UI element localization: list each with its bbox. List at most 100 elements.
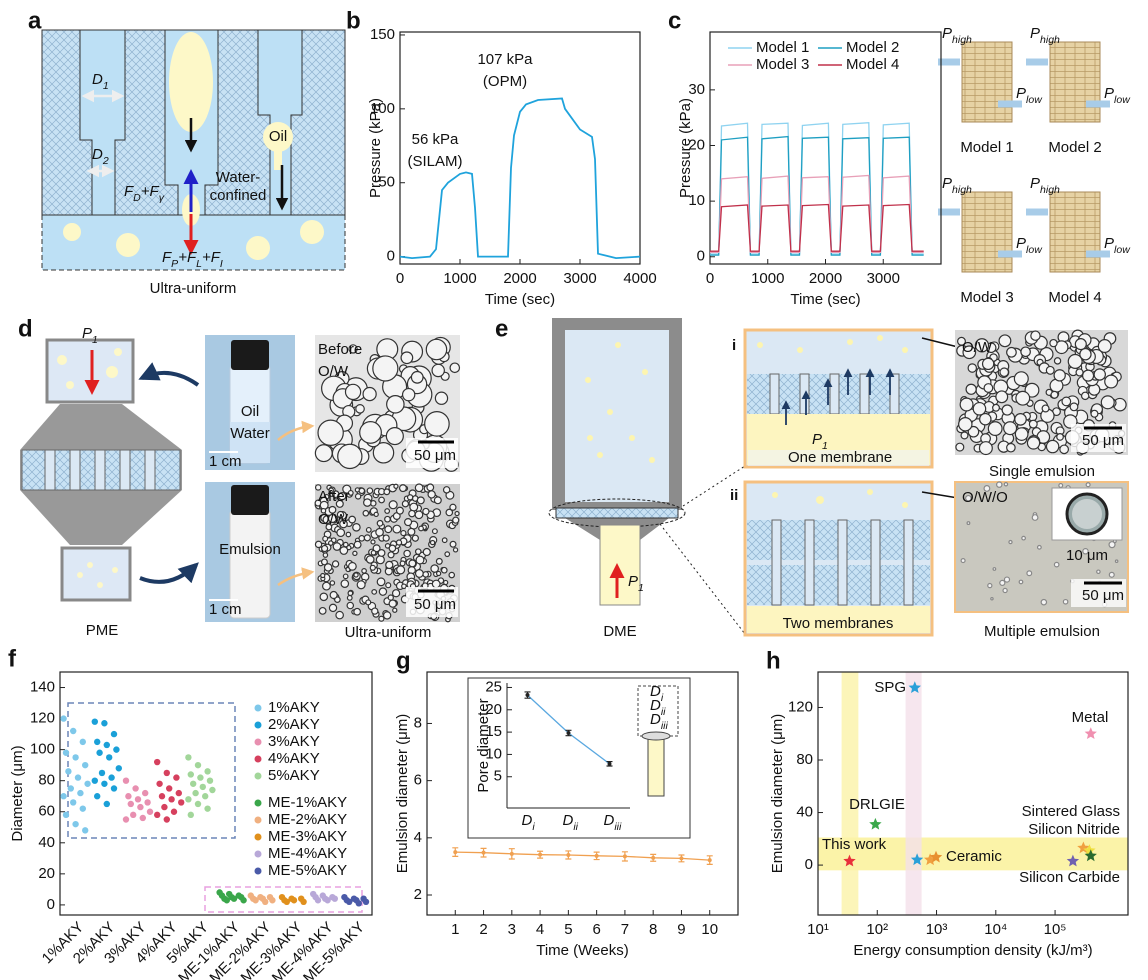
data-point (163, 816, 170, 823)
label: 50 μm (1082, 587, 1124, 604)
droplet (414, 548, 422, 555)
droplet (401, 500, 410, 508)
droplet (965, 494, 972, 502)
droplet (1041, 404, 1050, 413)
caption: Ultra-uniform (150, 280, 237, 297)
droplet (377, 549, 386, 557)
droplet (388, 544, 397, 553)
droplet (414, 569, 424, 578)
data-point (154, 758, 161, 766)
label: 50 μm (1082, 432, 1124, 449)
point-label: DRLGIE (849, 796, 905, 813)
droplet (967, 363, 978, 373)
text-part: P (1016, 235, 1026, 252)
legend-label: ME-3%AKY (268, 828, 347, 845)
label: D2 (92, 146, 109, 167)
point-label: Silicon Carbide (1019, 869, 1120, 886)
oil-phase (747, 606, 930, 633)
data-point (110, 785, 118, 792)
x-tick-label: 4 (536, 921, 544, 938)
droplet (955, 442, 965, 452)
droplet (393, 483, 399, 489)
label: FD+Fγ (124, 183, 165, 204)
droplet (431, 363, 445, 378)
label: O/W (962, 339, 993, 356)
text-part: L (196, 258, 202, 270)
data-point (101, 780, 108, 787)
data-point (185, 754, 192, 761)
y-tick-label: 20 (38, 865, 55, 882)
model-pillars (961, 41, 1013, 123)
droplet (372, 544, 381, 553)
y-tick-label: 80 (796, 751, 813, 768)
group-box (204, 886, 363, 913)
droplet (395, 539, 403, 546)
droplet (376, 577, 386, 587)
text-part: P (812, 431, 822, 448)
text-part: P (1104, 85, 1114, 102)
droplet (371, 588, 378, 595)
droplet (1097, 339, 1112, 354)
legend-label: 2%AKY (268, 716, 320, 733)
y-tick-label: 100 (370, 100, 395, 117)
droplet (1006, 442, 1016, 453)
panel-label: d (18, 315, 33, 342)
data-point (269, 897, 276, 904)
data-point (290, 897, 298, 904)
chamber (565, 330, 669, 502)
data-point (98, 769, 106, 777)
droplet (1014, 427, 1029, 441)
droplet (992, 567, 997, 571)
data-point (843, 854, 856, 867)
text-part: low (1114, 94, 1131, 106)
text-part: D (563, 812, 574, 829)
data-point (622, 854, 627, 859)
droplet (1093, 368, 1106, 381)
data-point (651, 855, 656, 860)
droplet (1053, 369, 1066, 382)
text-part: low (1026, 244, 1043, 256)
droplet (403, 517, 413, 527)
droplet (323, 563, 333, 572)
data-point (108, 774, 115, 781)
droplet (965, 383, 977, 395)
droplet (396, 565, 406, 575)
label: Di (522, 812, 536, 833)
droplet (388, 599, 397, 608)
droplet (327, 513, 337, 524)
droplet (346, 601, 355, 610)
data-point (190, 780, 197, 787)
x-tick-label: 10⁴ (984, 921, 1007, 938)
droplet (983, 485, 991, 492)
droplet (336, 510, 345, 519)
y-tick-label: 40 (796, 804, 813, 821)
data-point (525, 693, 530, 698)
droplet (382, 534, 390, 542)
droplet (408, 559, 417, 568)
droplet (1013, 371, 1029, 387)
data-point (154, 811, 161, 819)
droplet (400, 351, 414, 365)
sub-label: i (732, 337, 736, 354)
droplet (434, 391, 449, 405)
droplet (1067, 353, 1083, 369)
droplet (362, 509, 370, 517)
text-part: high (1040, 34, 1060, 46)
x-axis-label: Energy consumption density (kJ/m³) (853, 942, 1092, 959)
droplet (409, 502, 419, 512)
droplet (1061, 396, 1072, 407)
droplet (322, 535, 329, 542)
tube (599, 524, 641, 606)
text-part: ii (661, 706, 666, 718)
text-part: D (650, 697, 661, 714)
droplet (1003, 576, 1011, 583)
data-point (566, 852, 571, 857)
droplet (387, 551, 395, 559)
data-point (62, 749, 70, 756)
droplet (1081, 369, 1095, 382)
data-point (908, 681, 921, 693)
x-tick-label: 10⁵ (1044, 921, 1067, 938)
vial-water (230, 422, 270, 463)
model-label: Model 3 (960, 289, 1013, 306)
data-point (481, 850, 486, 855)
